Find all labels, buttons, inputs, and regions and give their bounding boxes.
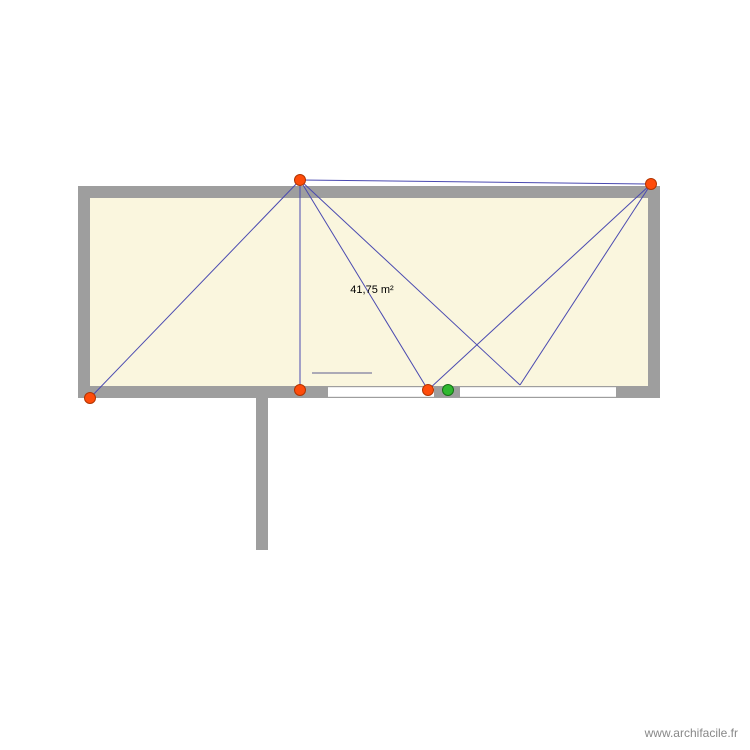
- area-label: 41,75 m²: [350, 284, 393, 296]
- floorplan-canvas: [0, 0, 750, 750]
- watermark-text: www.archifacile.fr: [645, 726, 738, 740]
- walls-group: [78, 186, 660, 550]
